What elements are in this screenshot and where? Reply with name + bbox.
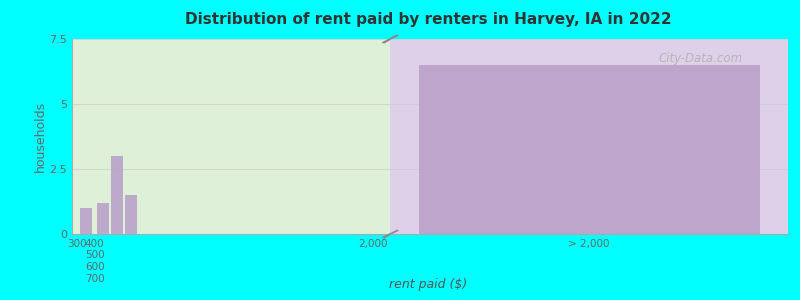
Bar [98, 203, 110, 234]
Text: rent paid ($): rent paid ($) [389, 278, 467, 291]
Bar [418, 65, 759, 234]
Bar [125, 195, 138, 234]
Bar [111, 156, 123, 234]
Bar [80, 208, 92, 234]
Text: Distribution of rent paid by renters in Harvey, IA in 2022: Distribution of rent paid by renters in … [185, 12, 671, 27]
Text: City-Data.com: City-Data.com [658, 52, 742, 65]
Y-axis label: households: households [34, 101, 46, 172]
